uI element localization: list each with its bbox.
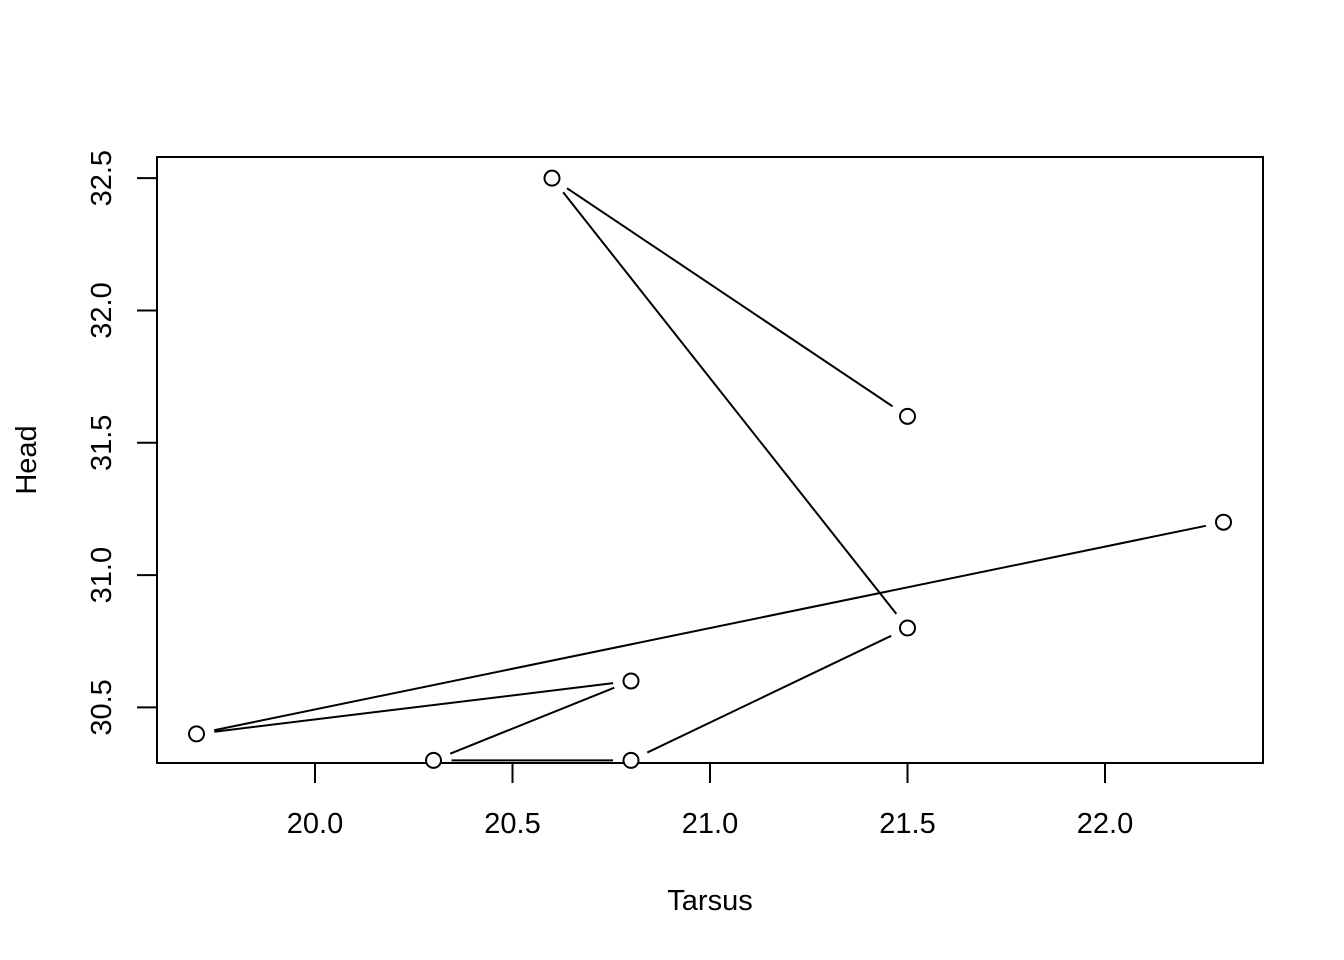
x-axis: 20.0 20.5 21.0 21.5 22.0 [287,762,1133,840]
series-segment [213,524,1207,732]
y-tick-label: 31.5 [86,415,118,471]
plot-frame [156,156,1264,764]
data-point [899,407,916,425]
series-segment [449,686,615,755]
x-tick-label: 22.0 [1077,808,1133,840]
series-segment [646,634,892,754]
y-tick-label: 30.5 [86,679,118,735]
x-tick-label: 21.0 [682,808,738,840]
y-tick-label: 32.0 [86,282,118,338]
data-point [899,619,916,637]
x-tick-label: 21.5 [879,808,935,840]
data-point [543,169,561,187]
data-point [622,751,640,769]
series-lines [213,187,1207,762]
y-tick-label: 31.0 [86,547,118,603]
data-point [425,751,442,769]
y-axis: 30.5 31.0 31.5 32.0 32.5 [86,150,158,736]
series-segment [566,187,894,408]
x-axis-title: Tarsus [667,885,752,917]
data-point [622,672,640,690]
series-points [188,169,1232,769]
series-segment [562,191,898,615]
data-point [1215,513,1232,531]
y-tick-label: 32.5 [86,150,118,206]
x-tick-label: 20.0 [287,808,343,840]
series-segment [214,682,614,733]
y-axis-title: Head [11,425,43,494]
x-tick-label: 20.5 [484,808,540,840]
data-point [188,725,205,743]
